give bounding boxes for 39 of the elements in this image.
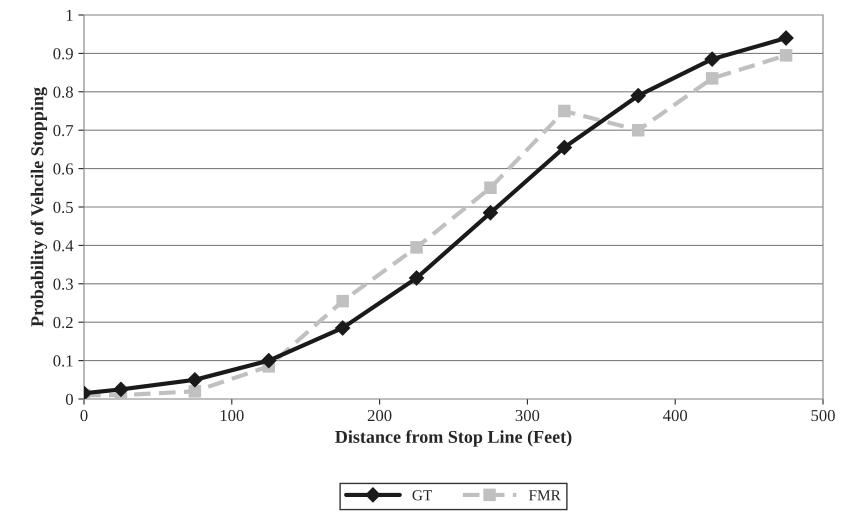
y-tick-label: 0.7: [53, 124, 74, 136]
legend-label: GT: [412, 490, 432, 500]
point: [778, 30, 794, 46]
x-tick-label: 300: [516, 410, 540, 422]
y-axis-title: Probability of Vehcile Stopping: [30, 87, 48, 327]
y-tick-label: 0.1: [53, 355, 73, 367]
y-tick-label: 0.6: [53, 163, 74, 175]
y-tick-label: 0.3: [53, 278, 73, 290]
point: [630, 88, 646, 104]
y-tick-label: 0.4: [53, 240, 74, 252]
point: [113, 382, 129, 397]
point: [558, 104, 571, 118]
point: [336, 294, 349, 308]
point: [408, 270, 424, 286]
point: [706, 72, 718, 85]
point: [335, 320, 350, 336]
point: [261, 353, 276, 368]
point: [482, 205, 498, 220]
y-tick-label: 0: [66, 394, 73, 405]
point: [484, 182, 497, 194]
point: [704, 52, 720, 67]
x-tick-label: 500: [811, 410, 835, 422]
x-axis-title: Distance from Stop Line (Feet): [335, 430, 572, 447]
legend-label: FMR: [528, 490, 561, 500]
y-tick-label: 0.8: [53, 86, 73, 98]
point: [188, 385, 202, 398]
x-tick-label: 400: [663, 410, 688, 422]
point: [632, 124, 644, 136]
x-tick-label: 200: [368, 410, 392, 422]
point: [410, 241, 423, 254]
y-tick-label: 0.9: [53, 48, 73, 60]
point: [780, 49, 792, 62]
y-tick-label: 0.5: [53, 202, 73, 214]
x-tick-label: 0: [80, 410, 88, 422]
point: [187, 372, 202, 388]
y-tick-label: 0.2: [53, 316, 73, 328]
point: [556, 140, 572, 156]
x-tick-label: 100: [220, 410, 244, 422]
y-tick-label: 1: [66, 10, 73, 21]
